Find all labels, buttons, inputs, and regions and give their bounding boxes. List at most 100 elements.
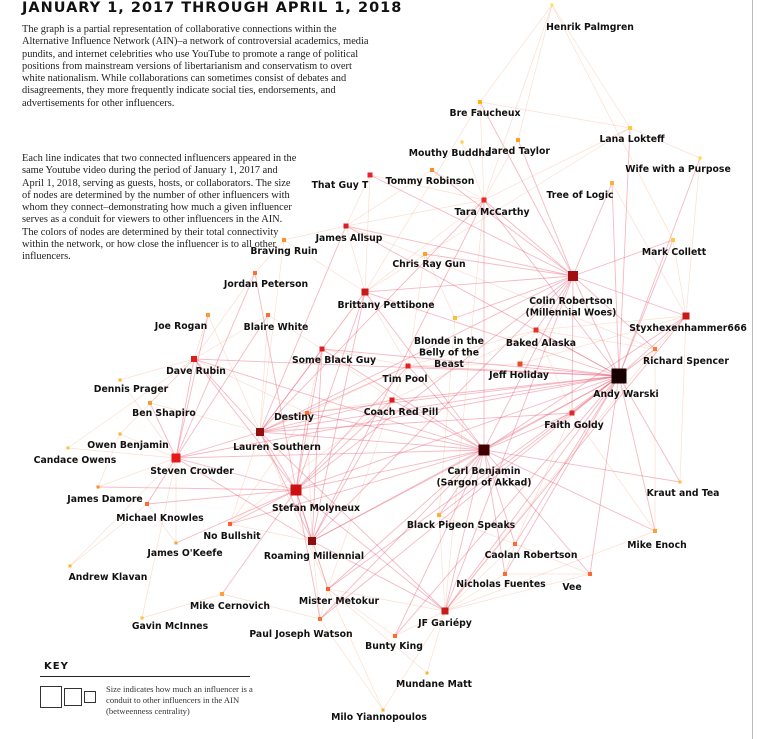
edge-crowder-prager — [119, 379, 177, 459]
label-milo: Milo Yiannopoulos — [331, 712, 427, 723]
edge-roaming-watson — [311, 540, 321, 620]
node-tommy[interactable] — [430, 168, 434, 172]
node-henrik[interactable] — [550, 3, 554, 7]
node-owen[interactable] — [118, 432, 122, 436]
edge-colin-styx — [572, 275, 687, 317]
label-blackguy: Some Black Guy — [292, 355, 376, 366]
node-colin[interactable] — [568, 271, 578, 281]
edge-redpill-metokur — [327, 399, 393, 590]
label-allsup: James Allsup — [315, 233, 383, 244]
node-mundane[interactable] — [425, 671, 429, 675]
node-shapiro[interactable] — [148, 401, 152, 405]
label-watson: Paul Joseph Watson — [249, 629, 352, 640]
node-buntyking[interactable] — [393, 634, 397, 638]
edge-southern-blackguy — [259, 348, 323, 433]
label-blonde: Blonde in the Belly of the Beast — [414, 336, 484, 370]
node-treelogic[interactable] — [610, 181, 614, 185]
node-cernovich[interactable] — [220, 592, 224, 596]
node-watson[interactable] — [318, 617, 322, 621]
node-prager[interactable] — [118, 378, 122, 382]
edge-gariepy-buntyking — [394, 610, 446, 637]
node-metokur[interactable] — [326, 587, 330, 591]
node-lana[interactable] — [628, 126, 632, 130]
node-milo[interactable] — [381, 708, 385, 712]
node-spencer[interactable] — [653, 347, 657, 351]
node-rogan[interactable] — [206, 313, 210, 317]
label-thatguy: That Guy T — [312, 180, 369, 191]
node-mcinnes[interactable] — [140, 616, 144, 620]
edge-warski-destiny — [306, 375, 620, 414]
node-baked[interactable] — [533, 327, 539, 333]
node-goldy[interactable] — [569, 410, 575, 416]
node-fuentes[interactable] — [503, 572, 507, 576]
edge-baked-holiday — [519, 329, 537, 365]
node-okeefe[interactable] — [174, 541, 178, 545]
node-enoch[interactable] — [653, 529, 657, 533]
node-peterson[interactable] — [253, 271, 257, 275]
node-klavan[interactable] — [68, 564, 72, 568]
edge-knowles-klavan — [69, 503, 148, 567]
edge-allsup-spencer — [345, 225, 656, 350]
edge-allsup-thatguy — [345, 174, 371, 227]
node-allsup[interactable] — [343, 223, 349, 229]
node-jared[interactable] — [516, 138, 520, 142]
label-holiday: Jeff Holiday — [488, 370, 549, 381]
node-blaire[interactable] — [266, 313, 270, 317]
node-tara[interactable] — [481, 197, 487, 203]
edge-roaming-tara — [311, 199, 485, 542]
label-mouthy: Mouthy Buddha — [409, 148, 492, 159]
label-knowles: Michael Knowles — [116, 513, 204, 524]
edge-styx-baked — [535, 315, 687, 331]
node-candace[interactable] — [66, 446, 70, 450]
node-crowder[interactable] — [171, 453, 181, 463]
node-gariepy[interactable] — [441, 607, 449, 615]
edge-timpool-baked — [407, 329, 537, 367]
node-destiny[interactable] — [305, 411, 309, 415]
node-styx[interactable] — [682, 312, 690, 320]
node-blonde[interactable] — [453, 316, 457, 320]
node-caolan[interactable] — [513, 542, 517, 546]
edge-southern-shapiro — [149, 402, 261, 433]
node-bullshit[interactable] — [228, 522, 232, 526]
node-thatguy[interactable] — [367, 172, 373, 178]
node-timpool[interactable] — [405, 363, 411, 369]
node-kraut[interactable] — [678, 480, 682, 484]
edge-cernovich-mcinnes — [141, 593, 223, 619]
edge-benjamin-roaming — [311, 449, 485, 542]
edge-watson-cernovich — [221, 593, 321, 620]
edge-crowder-roaming — [175, 457, 313, 542]
node-pettibone[interactable] — [361, 288, 369, 296]
node-mouthy[interactable] — [460, 140, 464, 144]
node-rubin[interactable] — [191, 356, 197, 362]
node-holiday[interactable] — [517, 361, 523, 367]
node-braving[interactable] — [282, 238, 286, 242]
label-goldy: Faith Goldy — [544, 420, 604, 431]
label-crowder: Steven Crowder — [150, 466, 234, 477]
node-blackguy[interactable] — [319, 346, 325, 352]
edge-metokur-buntyking — [327, 588, 396, 637]
node-molyneux[interactable] — [290, 484, 302, 496]
node-damore[interactable] — [96, 485, 100, 489]
edge-colin-markc — [572, 239, 674, 277]
node-knowles[interactable] — [145, 502, 149, 506]
node-vee[interactable] — [588, 572, 592, 576]
node-benjamin[interactable] — [478, 444, 490, 456]
node-chrisray[interactable] — [423, 252, 427, 256]
node-wife[interactable] — [698, 156, 702, 160]
label-fuentes: Nicholas Fuentes — [456, 579, 546, 590]
edge-rubin-prager — [119, 358, 195, 381]
edge-benjamin-goldy — [483, 412, 573, 451]
node-warski[interactable] — [611, 368, 627, 384]
node-blackpigeon[interactable] — [437, 513, 441, 517]
edge-warski-styx — [618, 315, 687, 377]
edge-colin-jared — [517, 139, 574, 277]
edge-benjamin-metokur — [327, 449, 485, 590]
node-bre[interactable] — [478, 100, 482, 104]
node-southern[interactable] — [256, 428, 264, 436]
node-roaming[interactable] — [308, 537, 316, 545]
node-markc[interactable] — [671, 238, 675, 242]
node-redpill[interactable] — [389, 397, 395, 403]
label-blackpigeon: Black Pigeon Speaks — [407, 520, 516, 531]
edge-benjamin-molyneux — [295, 449, 485, 491]
